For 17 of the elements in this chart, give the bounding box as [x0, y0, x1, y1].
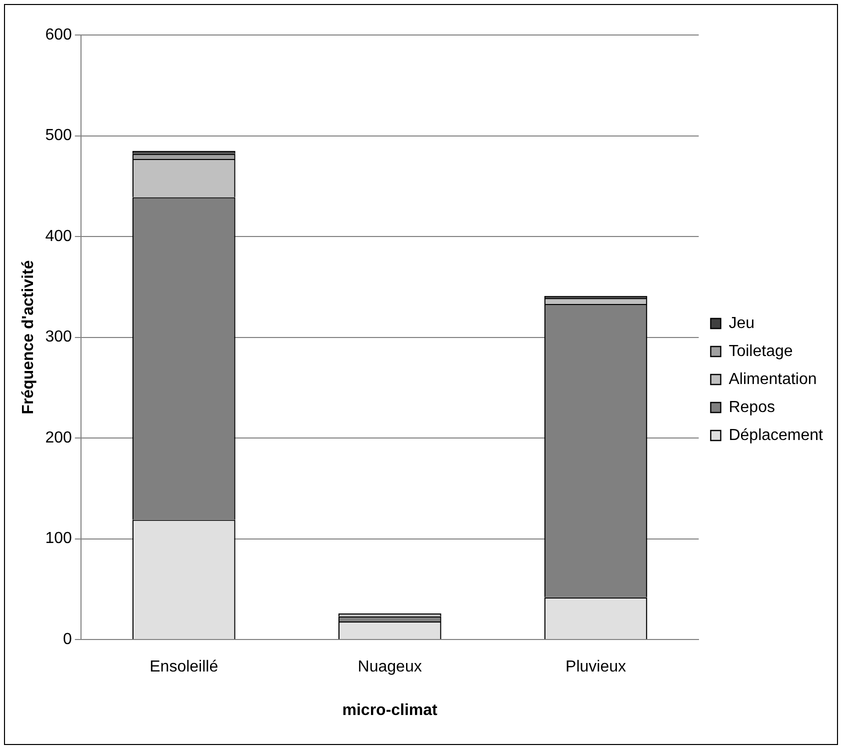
- legend-label: Jeu: [728, 314, 755, 332]
- legend-label: Toiletage: [728, 342, 793, 360]
- y-tick-label: 500: [45, 127, 72, 144]
- y-tick-label: 0: [62, 631, 72, 648]
- x-tick-label: Pluvieux: [566, 658, 626, 676]
- y-tick-label: 300: [45, 328, 72, 346]
- x-tick-label: Ensoleillé: [150, 658, 218, 676]
- y-tick-label: 100: [45, 530, 72, 548]
- legend-label: Déplacement: [728, 426, 824, 444]
- y-tick-label: 200: [45, 429, 72, 446]
- x-tick-label: Nuageux: [358, 658, 422, 676]
- legend-label: Repos: [728, 398, 775, 416]
- x-axis-title: micro-climat: [342, 702, 438, 719]
- y-tick-label: 400: [45, 228, 72, 245]
- y-tick-label: 600: [45, 26, 72, 44]
- legend-label: Alimentation: [728, 370, 817, 388]
- y-axis-title: Fréquence d'activité: [20, 260, 38, 414]
